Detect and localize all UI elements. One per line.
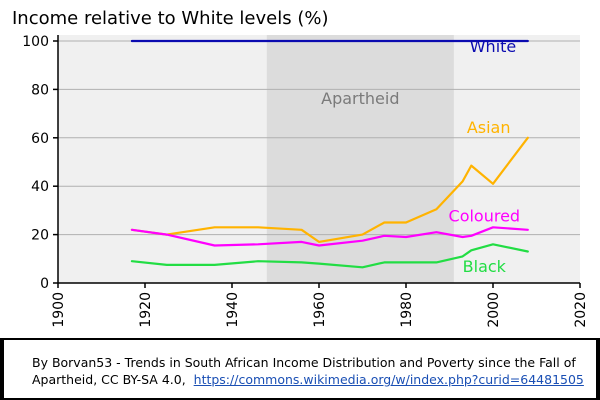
chart-panel: Apartheid White Asian Coloured Black 0 20 40 60 8…	[0, 0, 600, 338]
series-label-white: White	[470, 37, 517, 56]
x-tick-label: 2020	[573, 292, 589, 328]
caption-text: By Borvan53 - Trends in South African In…	[32, 355, 576, 387]
x-tick-label: 1980	[399, 292, 415, 328]
y-tick-label: 20	[31, 228, 49, 244]
chart-title: Income relative to White levels (%)	[12, 8, 328, 29]
series-label-asian: Asian	[467, 118, 511, 137]
attribution-caption: By Borvan53 - Trends in South African In…	[32, 354, 592, 388]
series-label-coloured: Coloured	[449, 206, 521, 225]
source-link[interactable]: https://commons.wikimedia.org/w/index.ph…	[193, 372, 584, 387]
series-line-coloured	[130, 226, 529, 247]
y-tick-label: 100	[22, 34, 49, 50]
series-line-asian	[130, 136, 529, 243]
x-tick-label: 1940	[225, 292, 241, 328]
x-tick-label: 2000	[486, 292, 502, 328]
series-label-black: Black	[463, 257, 507, 276]
y-tick-label: 0	[40, 276, 49, 292]
series-line-black	[130, 243, 529, 269]
y-tick-label: 40	[31, 179, 49, 195]
caption-box: By Borvan53 - Trends in South African In…	[4, 340, 596, 398]
income-chart: Apartheid White Asian Coloured Black 0 20 40 60 8…	[12, 8, 589, 328]
apartheid-label: Apartheid	[321, 89, 399, 108]
x-tick-label: 1920	[138, 292, 154, 328]
y-tick-label: 80	[31, 82, 49, 98]
y-tick-label: 60	[31, 131, 49, 147]
x-tick-label: 1900	[51, 292, 67, 328]
apartheid-region	[266, 35, 454, 283]
x-tick-label: 1960	[312, 292, 328, 328]
